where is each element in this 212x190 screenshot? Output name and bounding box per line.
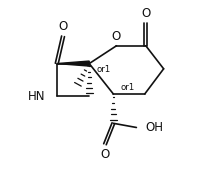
Text: HN: HN [28, 89, 45, 103]
Text: O: O [100, 148, 110, 162]
Text: or1: or1 [97, 65, 111, 74]
Text: or1: or1 [121, 83, 135, 92]
Text: O: O [59, 20, 68, 33]
Text: O: O [112, 30, 121, 43]
Polygon shape [57, 61, 89, 66]
Text: O: O [141, 7, 151, 20]
Text: OH: OH [146, 121, 164, 134]
